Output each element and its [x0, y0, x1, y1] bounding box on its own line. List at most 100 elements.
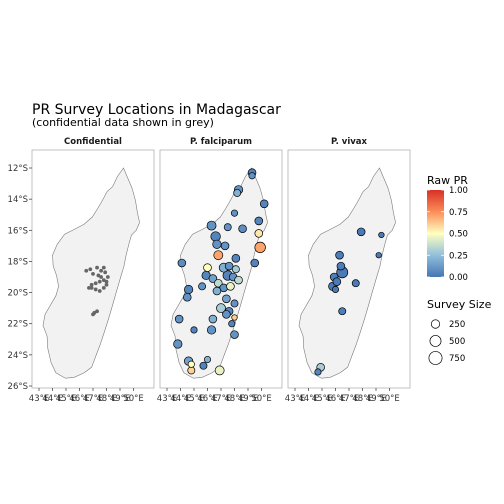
survey-point: [351, 279, 360, 288]
x-tick-label: 47°E: [339, 394, 359, 404]
x-tick-label: 44°E: [42, 394, 62, 404]
survey-point: [199, 361, 208, 370]
color-tick-label: 0.75: [449, 208, 468, 218]
size-key-circle: [430, 319, 441, 329]
survey-point: [230, 330, 239, 339]
color-bar: [427, 190, 444, 277]
size-key-circle: [429, 335, 442, 347]
survey-point: [254, 216, 264, 226]
y-tick-label: 16°S: [8, 226, 28, 236]
x-tick-label: 50°E: [251, 394, 271, 404]
x-tick-label: 43°E: [29, 394, 49, 404]
color-tick-label: 0.25: [449, 251, 468, 261]
survey-point: [173, 339, 183, 349]
survey-point: [187, 366, 196, 375]
survey-point: [336, 261, 346, 271]
color-legend: Raw PR 0.00 0.25 0.50 0.75 1.00: [427, 174, 468, 283]
survey-point: [208, 314, 218, 324]
y-tick-label: 26°S: [8, 382, 28, 392]
confidential-survey-point: [95, 265, 99, 270]
survey-point: [224, 261, 234, 271]
size-key-label: 250: [449, 320, 465, 330]
survey-point: [210, 231, 221, 242]
confidential-survey-point: [95, 309, 99, 314]
survey-point: [220, 241, 230, 251]
survey-point: [331, 285, 340, 294]
confidential-survey-point: [105, 275, 110, 279]
x-tick-label: 45°E: [56, 394, 76, 404]
confidential-survey-point: [99, 275, 103, 279]
survey-point: [226, 282, 235, 291]
survey-point: [213, 250, 224, 261]
confidential-survey-point: [101, 265, 106, 270]
confidential-survey-point: [93, 281, 98, 286]
survey-point: [203, 355, 212, 364]
map-panel-falciparum: [159, 149, 283, 389]
survey-point: [259, 199, 269, 209]
x-tick-label: 49°E: [238, 394, 258, 404]
confidential-survey-point: [104, 282, 109, 287]
survey-point: [375, 252, 382, 259]
panel-strip-falciparum: P. falciparum: [190, 137, 252, 147]
survey-point: [254, 241, 266, 254]
map-panel-vivax: [287, 149, 411, 389]
size-legend-title: Survey Size: [427, 298, 492, 311]
survey-point: [332, 277, 342, 286]
map-panel-confidential: [31, 149, 155, 389]
x-tick-label: 50°E: [123, 394, 143, 404]
size-legend: Survey Size 250 500 750: [427, 298, 492, 365]
survey-point: [248, 172, 256, 180]
survey-point: [338, 307, 347, 316]
survey-point: [206, 220, 217, 231]
y-tick-label: 24°S: [8, 351, 28, 361]
x-tick-label: 47°E: [83, 394, 103, 404]
x-tick-label: 44°E: [298, 394, 318, 404]
color-tick-label: 0.50: [449, 230, 468, 240]
confidential-survey-point: [87, 286, 91, 290]
survey-point: [206, 325, 217, 335]
y-tick-label: 18°S: [8, 257, 28, 267]
survey-point: [233, 188, 242, 197]
survey-point: [238, 224, 247, 233]
y-tick-label: 12°S: [8, 164, 28, 174]
confidential-survey-point: [93, 287, 98, 292]
survey-point: [198, 282, 207, 291]
survey-point: [234, 275, 243, 285]
survey-point: [356, 227, 366, 237]
size-legend-keys: 250 500 750: [428, 319, 465, 365]
survey-point: [203, 263, 212, 272]
x-tick-label: 47°E: [211, 394, 231, 404]
x-tick-label: 48°E: [224, 394, 244, 404]
confidential-survey-point: [91, 312, 95, 317]
survey-point: [184, 284, 194, 295]
survey-point: [208, 274, 218, 283]
survey-point: [230, 209, 239, 217]
survey-point: [174, 314, 184, 324]
x-tick-label: 46°E: [69, 394, 89, 404]
survey-point: [214, 365, 225, 376]
chart-subtitle: (confidential data shown in grey): [32, 116, 214, 129]
confidential-survey-point: [97, 289, 102, 293]
x-tick-label: 45°E: [312, 394, 332, 404]
x-tick-label: 46°E: [197, 394, 217, 404]
survey-point: [378, 231, 385, 239]
confidential-survey-point: [101, 286, 106, 290]
survey-point: [231, 314, 238, 321]
survey-point: [231, 254, 241, 263]
panel-strip-confidential: Confidential: [64, 137, 122, 147]
size-key-circle: [428, 351, 443, 365]
size-key-label: 750: [449, 354, 465, 364]
panel-strip-vivax: P. vivax: [331, 137, 368, 147]
color-bar-ticks: 0.00 0.25 0.50 0.75 1.00: [427, 186, 468, 283]
x-tick-label: 46°E: [325, 394, 345, 404]
x-tick-label: 49°E: [366, 394, 386, 404]
x-tick-label: 48°E: [352, 394, 372, 404]
survey-point: [212, 239, 222, 249]
x-tick-label: 43°E: [157, 394, 177, 404]
survey-point: [222, 294, 231, 304]
y-tick-label: 14°S: [8, 195, 28, 205]
confidential-survey-point: [89, 282, 94, 287]
confidential-survey-point: [91, 271, 95, 276]
color-tick-label: 1.00: [449, 186, 468, 196]
